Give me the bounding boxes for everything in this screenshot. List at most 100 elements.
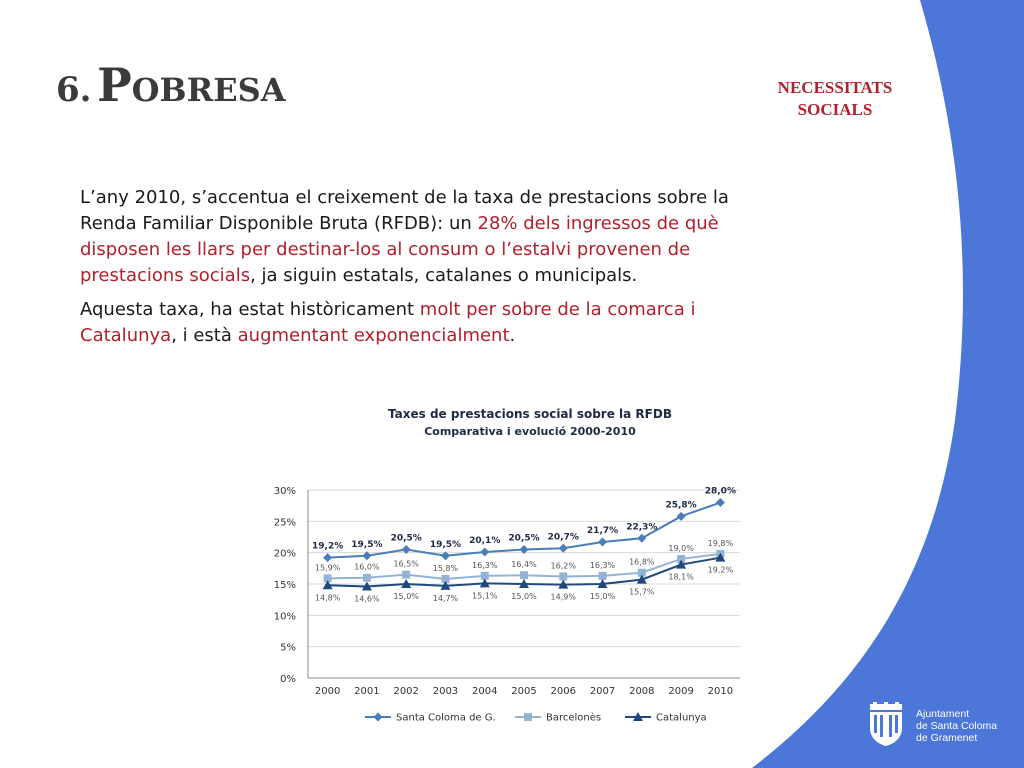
legend-label: Catalunya: [656, 713, 707, 724]
paragraph-1: L’any 2010, s’accentua el creixement de …: [80, 185, 730, 289]
data-point: [637, 533, 647, 543]
x-tick-label: 2008: [629, 686, 654, 697]
data-label: 20,1%: [469, 536, 500, 546]
y-tick-label: 25%: [274, 517, 296, 528]
logo-line-3: de Gramenet: [916, 732, 978, 744]
data-point: [559, 572, 568, 581]
p2-text-e: .: [509, 325, 516, 346]
data-point: [322, 580, 333, 590]
data-label: 16,0%: [354, 563, 380, 572]
y-tick-label: 5%: [280, 643, 296, 654]
data-label: 15,0%: [590, 592, 616, 601]
legend-label: Santa Coloma de G.: [396, 713, 496, 724]
paragraph-2: Aquesta taxa, ha estat històricament mol…: [80, 297, 730, 349]
legend-item: Catalunya: [625, 712, 707, 724]
legend-marker: [524, 713, 532, 721]
data-label: 21,7%: [587, 526, 618, 536]
badge-line-1: NECESSITATS: [777, 78, 893, 97]
series-barcelon-s: 15,9% 16,0% 16,5% 15,8% 16,3% 16,4% 16,2% 16,3%…: [315, 539, 733, 583]
data-point: [362, 551, 372, 561]
data-point: [715, 498, 725, 508]
data-label: 15,0%: [393, 592, 419, 601]
x-tick-label: 2006: [551, 686, 576, 697]
city-council-logo: Ajuntament de Santa Coloma de Gramenet: [864, 700, 1004, 748]
line-chart: 0% 5% 10% 15% 20% 25% 30% 2000 2001 2002 2003 2004 2…: [274, 486, 740, 724]
data-label: 19,0%: [668, 544, 694, 553]
data-point: [519, 579, 529, 588]
body-text: L’any 2010, s’accentua el creixement de …: [80, 185, 730, 357]
data-point: [519, 545, 529, 555]
grid-layer: [308, 489, 740, 648]
data-label: 28,0%: [705, 487, 736, 497]
logo-line-1: Ajuntament: [916, 708, 970, 720]
x-tick-label: 2007: [590, 686, 615, 697]
legend-marker: [633, 712, 643, 721]
data-point: [520, 571, 528, 580]
y-tick-label: 15%: [274, 580, 296, 591]
legend-item: Santa Coloma de G.: [365, 712, 496, 724]
data-point: [323, 574, 332, 583]
x-tick-label: 2003: [433, 686, 458, 697]
data-point: [479, 578, 490, 588]
data-label: 15,1%: [472, 591, 498, 600]
logo-text: Ajuntament de Santa Coloma de Gramenet: [916, 708, 997, 744]
section-badge: NECESSITATS SOCIALS: [760, 77, 910, 121]
data-point: [480, 571, 489, 580]
title-first-letter: P: [97, 58, 132, 112]
data-label: 15,0%: [511, 592, 537, 601]
legend-label: Barcelonès: [546, 712, 601, 724]
chart-title: Taxes de prestacions social sobre la RFD…: [388, 407, 672, 421]
axis-layer: 0% 5% 10% 15% 20% 25% 30% 2000 2001 2002 2003 2004 2…: [274, 486, 740, 697]
coat-of-arms-icon: [870, 702, 902, 746]
p2-text-a: Aquesta taxa, ha estat històricament: [80, 299, 420, 320]
data-point: [361, 581, 372, 591]
y-tick-label: 0%: [280, 674, 296, 685]
data-label: 16,8%: [629, 558, 655, 567]
data-label: 20,7%: [548, 532, 579, 542]
data-label: 14,9%: [551, 593, 577, 602]
data-label: 22,3%: [626, 522, 657, 532]
data-label: 16,2%: [551, 561, 577, 570]
data-label: 20,5%: [391, 534, 422, 544]
data-label: 14,8%: [315, 593, 341, 602]
x-tick-label: 2010: [708, 686, 733, 697]
p1-text-c: , ja siguin estatals, catalanes o munici…: [250, 265, 638, 286]
data-label: 25,8%: [665, 500, 696, 510]
p2-text-c: , i està: [171, 325, 238, 346]
data-label: 15,7%: [629, 588, 655, 597]
data-point: [440, 551, 450, 561]
data-label: 18,1%: [668, 573, 694, 582]
data-label: 16,4%: [511, 560, 537, 569]
data-label: 16,3%: [590, 561, 616, 570]
data-point: [676, 511, 686, 521]
data-label: 15,9%: [315, 563, 341, 572]
x-tick-label: 2001: [354, 686, 379, 697]
badge-line-2: SOCIALS: [797, 100, 873, 119]
data-label: 19,5%: [351, 540, 382, 550]
data-point: [362, 573, 371, 582]
data-point: [598, 571, 607, 580]
p1-text-a: L’any 2010, s’accentua el creixement de …: [80, 187, 729, 234]
data-point: [401, 579, 412, 588]
data-point: [480, 547, 490, 557]
x-tick-label: 2005: [511, 686, 536, 697]
data-label: 20,5%: [508, 534, 539, 544]
data-label: 16,3%: [472, 561, 498, 570]
data-point: [597, 579, 608, 588]
data-label: 15,8%: [433, 564, 459, 573]
y-tick-label: 30%: [274, 486, 296, 497]
data-point: [401, 545, 411, 555]
p1-highlight: 28% dels ingressos de què disposen les l…: [80, 213, 719, 286]
series-santa-coloma-de-g-: 19,2% 19,5% 20,5% 19,5% 20,1% 20,5% 20,7% 21,7%…: [312, 487, 736, 563]
x-tick-label: 2009: [668, 686, 693, 697]
series-layer: 19,2% 19,5% 20,5% 19,5% 20,1% 20,5% 20,7% 21,7%…: [312, 487, 736, 604]
data-point: [558, 579, 569, 589]
data-label: 19,2%: [708, 566, 734, 575]
legend-item: Barcelonès: [515, 712, 601, 724]
data-point: [676, 559, 687, 569]
data-point: [636, 574, 647, 584]
p2-highlight-2: augmentant exponencialment: [237, 325, 510, 346]
data-point: [441, 574, 450, 583]
chart-subtitle: Comparativa i evolució 2000-2010: [424, 425, 636, 438]
